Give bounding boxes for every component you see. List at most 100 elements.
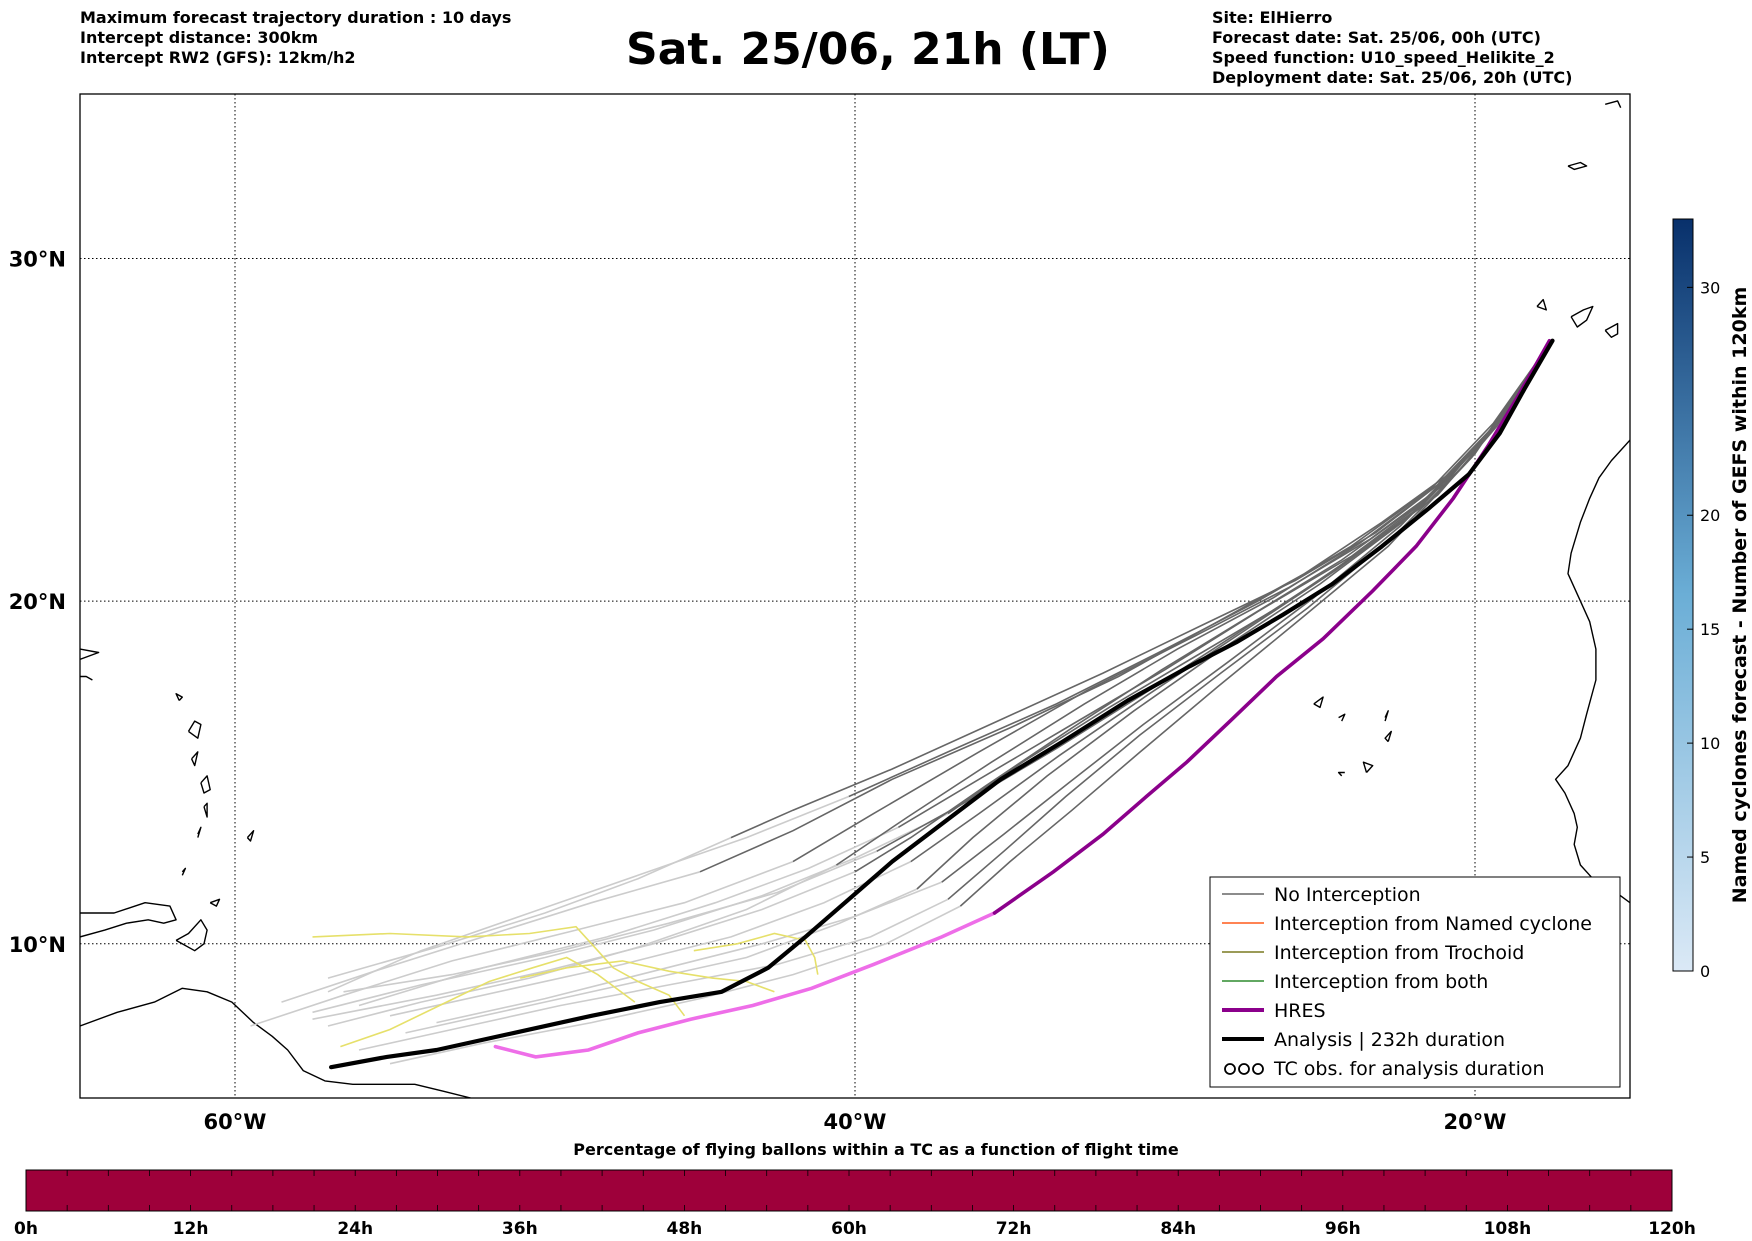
yellow-track (520, 960, 775, 993)
legend-label: Analysis | 232h duration (1274, 1029, 1505, 1051)
coastline (1536, 298, 1547, 311)
coastline (246, 830, 255, 842)
lon-tick-label: 60°W (204, 1110, 267, 1134)
ensemble-track (947, 343, 1551, 900)
yellow-tracks (312, 925, 819, 1048)
coastline (1554, 439, 1630, 904)
param-intercept-distance: Intercept distance: 300km (80, 28, 319, 47)
lon-tick-label: 40°W (824, 1110, 887, 1134)
legend-item-both: Interception from both (1222, 971, 1488, 993)
colorbar-label: Named cyclones forecast - Number of GEFS… (1729, 287, 1751, 904)
ensemble-track-late (281, 871, 701, 1003)
legend-box (1209, 876, 1621, 1088)
ensemble-track-late (436, 881, 943, 1024)
legend-label: Interception from both (1274, 971, 1488, 993)
coastline (203, 802, 208, 818)
colorbar-tick-label: 30 (1700, 278, 1720, 297)
flight-time-tick-label: 24h (337, 1219, 373, 1239)
coastline (190, 751, 199, 767)
flight-time-tick-label: 108h (1484, 1219, 1532, 1239)
axis-tick-labels: 60°W 40°W 20°W 30°N 20°N 10°N (9, 247, 1507, 1134)
coastline (1605, 100, 1622, 108)
coastline (80, 675, 93, 681)
ensemble-track (897, 343, 1551, 828)
ensemble-tracks-late (250, 795, 961, 1065)
coastline (80, 902, 177, 938)
lat-tick-label: 30°N (9, 247, 66, 271)
ensemble-track-late (327, 864, 837, 1027)
coastline (80, 648, 100, 661)
flight-time-tick-label: 36h (502, 1219, 538, 1239)
tc-symbol-icon (1224, 1063, 1236, 1075)
legend-item-hres: HRES (1222, 1000, 1326, 1022)
flight-time-bar: 0h 12h 24h 36h 48h 60h 72h 84h 96h 108h 120h (14, 1169, 1696, 1239)
legend-item-no-interception: No Interception (1222, 884, 1421, 906)
legend-label: TC obs. for analysis duration (1273, 1058, 1545, 1080)
ensemble-track-late (389, 860, 912, 1017)
coastline (1337, 771, 1345, 777)
coastlines (80, 100, 1630, 1098)
ensemble-track-late (358, 898, 949, 1051)
page-title: Sat. 25/06, 21h (LT) (626, 24, 1110, 75)
coastline (1338, 713, 1346, 722)
ensemble-track (854, 343, 1551, 873)
legend-label: Interception from Named cyclone (1274, 913, 1592, 935)
legend-item-tc-symbols: TC obs. for analysis duration (1224, 1058, 1545, 1080)
colorbar-tick-label: 5 (1700, 848, 1710, 867)
coastline (200, 775, 211, 794)
flight-time-tick-label: 84h (1160, 1219, 1196, 1239)
coastline (1567, 161, 1588, 171)
colorbar-tick-label: 15 (1700, 620, 1720, 639)
yellow-track (693, 932, 819, 975)
coastline (1384, 730, 1392, 743)
coastline (1313, 696, 1324, 709)
coastline (187, 720, 202, 739)
flight-time-bar-title: Percentage of flying ballons within a TC… (573, 1140, 1179, 1159)
flight-time-tick-label: 120h (1648, 1219, 1696, 1239)
coastline (181, 867, 187, 876)
coastline (197, 826, 202, 838)
colorbar-tick-label: 0 (1700, 962, 1710, 981)
param-deployment-date: Deployment date: Sat. 25/06, 20h (UTC) (1212, 68, 1573, 87)
map-frame (79, 93, 1631, 1099)
coastline (1570, 305, 1594, 328)
legend-label: Interception from Trochoid (1274, 942, 1524, 964)
analysis-track (329, 338, 1555, 1070)
ensemble-track (959, 343, 1551, 907)
param-speed-function: Speed function: U10_speed_Helikite_2 (1212, 48, 1555, 67)
legend-item-analysis: Analysis | 232h duration (1222, 1029, 1505, 1051)
param-intercept-rw2: Intercept RW2 (GFS): 12km/h2 (80, 48, 356, 67)
legend: No Interception Interception from Named c… (1209, 876, 1621, 1088)
ensemble-track (876, 343, 1551, 853)
legend-label: HRES (1274, 1000, 1326, 1022)
coastline (1362, 761, 1374, 773)
ensemble-track-late (327, 836, 732, 979)
colorbar-tick-label: 10 (1700, 734, 1720, 753)
site-parameters: Site: ElHierro Forecast date: Sat. 25/06… (1212, 8, 1572, 88)
ensemble-track-late (389, 905, 961, 1065)
colorbar-tick-label: 20 (1700, 506, 1720, 525)
yellow-track (312, 925, 686, 1017)
flight-time-tick-label: 0h (14, 1219, 38, 1239)
ensemble-track (730, 343, 1551, 839)
flight-time-tick-label: 12h (173, 1219, 209, 1239)
ensemble-track (792, 343, 1551, 863)
legend-item-trochoid: Interception from Trochoid (1222, 942, 1524, 964)
hres-track-line (992, 338, 1552, 915)
legend-item-named-cyclone: Interception from Named cyclone (1222, 913, 1592, 935)
lat-tick-label: 20°N (9, 590, 66, 614)
map-plot-area (80, 94, 1630, 1098)
coastline (1604, 322, 1619, 338)
colorbar-gradient (1672, 218, 1694, 972)
ensemble-track-late (327, 795, 850, 993)
ensemble-track (699, 343, 1551, 873)
tc-percentage-bar (25, 1169, 1673, 1212)
hres-track-late (493, 911, 997, 1059)
param-site: Site: ElHierro (1212, 8, 1333, 27)
coastline (175, 693, 183, 701)
ensemble-track-late (250, 860, 794, 1027)
ensemble-track (910, 343, 1551, 863)
coastline (1384, 710, 1389, 722)
tc-symbol-icon (1238, 1063, 1250, 1075)
flight-time-tick-label: 48h (667, 1219, 703, 1239)
